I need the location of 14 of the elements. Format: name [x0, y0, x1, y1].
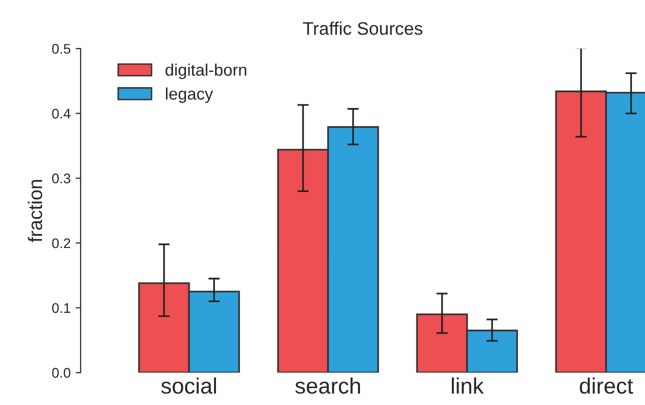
y-tick-label: 0.5 — [52, 44, 70, 54]
legend-label: legacy — [166, 87, 214, 104]
x-tick-label: social — [161, 377, 216, 394]
y-tick-label: 0.2 — [52, 238, 70, 248]
y-tick-label: 0.4 — [52, 108, 70, 119]
chart-title: Traffic Sources — [303, 22, 422, 35]
x-tick-label: direct — [580, 377, 634, 394]
y-tick-label: 0.1 — [52, 303, 70, 313]
x-tick-label: link — [452, 377, 484, 394]
y-tick-label: 0.0 — [52, 368, 70, 378]
legend-label: digital-born — [166, 64, 246, 80]
y-axis-title: fraction — [28, 180, 42, 242]
y-tick-label: 0.3 — [52, 174, 70, 184]
x-tick-label: search — [295, 377, 360, 394]
